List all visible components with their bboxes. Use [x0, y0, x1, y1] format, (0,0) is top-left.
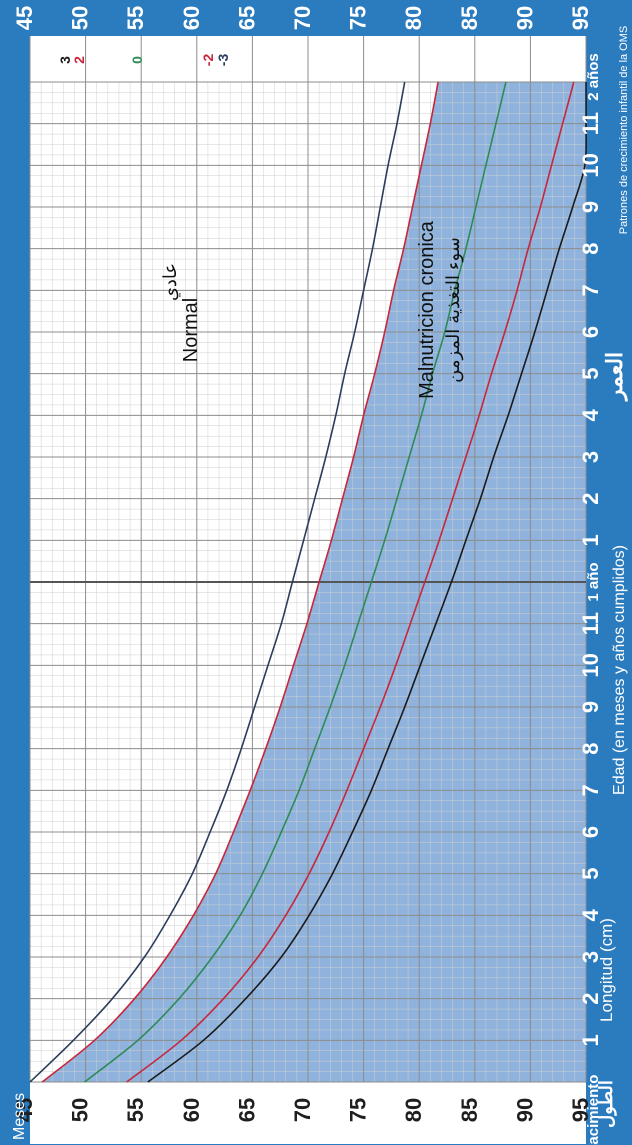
x-tick-7: 7: [578, 784, 603, 796]
annotation-normal: Normal: [180, 298, 202, 362]
y-tick-top-55: 55: [123, 6, 148, 30]
x-axis-title-ar: العمر: [602, 352, 628, 402]
y-axis-title: Longitud (cm): [597, 918, 616, 1022]
series-label-2: 2: [71, 56, 87, 64]
x-tick-21: 9: [578, 201, 603, 213]
y-tick-top-75: 75: [346, 6, 371, 30]
annotation-malnutrition: Malnutricion cronica: [416, 220, 438, 399]
x-tick-12: 1 año: [585, 562, 602, 601]
y-tick-top-65: 65: [234, 6, 259, 30]
y-tick-bottom-65: 65: [234, 1098, 259, 1122]
y-tick-top-95: 95: [568, 6, 593, 30]
y-tick-top-45: 45: [12, 6, 37, 30]
series-line-0: [84, 81, 507, 1083]
series-label--3: -3: [215, 54, 231, 67]
y-tick-bottom-45: 45: [12, 1098, 37, 1122]
y-tick-top-50: 50: [68, 6, 93, 30]
y-axis-title-ar: الطول: [596, 1080, 617, 1128]
y-tick-top-60: 60: [179, 6, 204, 30]
x-tick-23: 11: [578, 112, 603, 135]
x-tick-13: 1: [578, 534, 603, 546]
annotation-malnutrition-ar: سوء التغذية المزمن: [443, 237, 464, 383]
x-tick-10: 10: [578, 653, 603, 677]
series-label--2: -2: [200, 54, 216, 67]
x-axis-title: Edad (en meses y años cumplidos): [611, 545, 628, 795]
label-panel: [30, 1082, 586, 1144]
x-tick-24: 2 años: [585, 53, 602, 101]
y-tick-bottom-55: 55: [123, 1098, 148, 1122]
y-tick-bottom-75: 75: [346, 1098, 371, 1122]
series-label-3: 3: [57, 56, 73, 64]
x-tick-9: 9: [578, 701, 603, 713]
x-tick-1: 1: [578, 1034, 603, 1046]
x-tick-14: 2: [578, 493, 603, 505]
y-tick-bottom-85: 85: [457, 1098, 482, 1122]
series-line--2: [41, 81, 439, 1083]
annotation-normal-ar: عادي: [160, 263, 180, 301]
x-tick-3: 3: [578, 951, 603, 963]
x-tick-19: 7: [578, 284, 603, 296]
series-line-2: [126, 81, 575, 1083]
months-label: Meses: [11, 1093, 28, 1140]
x-tick-16: 4: [578, 408, 603, 421]
y-tick-bottom-50: 50: [68, 1098, 93, 1122]
x-tick-20: 8: [578, 243, 603, 255]
y-tick-bottom-95: 95: [568, 1098, 593, 1122]
y-tick-bottom-60: 60: [179, 1098, 204, 1122]
y-tick-top-90: 90: [512, 6, 537, 30]
y-tick-bottom-90: 90: [512, 1098, 537, 1122]
y-tick-top-80: 80: [401, 6, 426, 30]
y-tick-bottom-70: 70: [290, 1098, 315, 1122]
x-tick-5: 5: [578, 868, 603, 880]
series-line-3: [147, 81, 587, 1083]
y-tick-top-70: 70: [290, 6, 315, 30]
x-tick-18: 6: [578, 326, 603, 338]
x-tick-6: 6: [578, 826, 603, 838]
x-tick-22: 10: [578, 153, 603, 177]
x-tick-2: 2: [578, 993, 603, 1005]
x-tick-11: 11: [578, 612, 603, 635]
x-tick-4: 4: [578, 908, 603, 921]
x-tick-15: 3: [578, 451, 603, 463]
x-tick-8: 8: [578, 743, 603, 755]
series-label-0: 0: [129, 56, 145, 64]
x-tick-0: Nacimiento: [585, 1075, 602, 1145]
series-line--3: [29, 81, 406, 1083]
source-note: Patrones de crecimiento infantil de la O…: [618, 26, 630, 235]
x-tick-17: 5: [578, 368, 603, 380]
y-tick-bottom-80: 80: [401, 1098, 426, 1122]
y-tick-top-85: 85: [457, 6, 482, 30]
